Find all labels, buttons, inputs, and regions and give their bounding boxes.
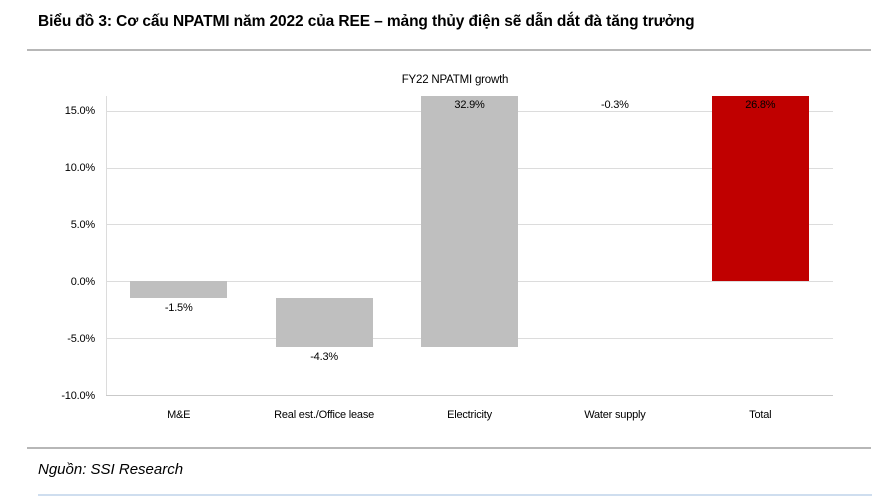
bar-total [711, 96, 809, 282]
data-label-real-est-office-lease: -4.3% [310, 351, 338, 364]
y-axis-label: -5.0% [67, 332, 95, 345]
data-label-m-e: -1.5% [164, 302, 193, 315]
title-divider [27, 49, 871, 51]
x-axis-label-total: Total [749, 409, 772, 421]
y-axis-label: 5.0% [70, 218, 95, 231]
figure-title: Biểu đồ 3: Cơ cấu NPATMI năm 2022 của RE… [38, 13, 695, 30]
bar-real-est-office-lease [275, 298, 373, 348]
y-axis-label: 0.0% [70, 275, 95, 288]
bar-m-e [130, 281, 228, 299]
source-divider [27, 447, 871, 449]
data-label-total: 26.8% [745, 99, 776, 111]
x-axis-label-water-supply: Water supply [584, 409, 646, 421]
bar-electricity [421, 96, 518, 348]
y-axis-label: 15.0% [64, 105, 95, 118]
y-axis-line [106, 96, 107, 395]
bottom-divider [38, 494, 872, 496]
y-axis-label: -10.0% [61, 389, 95, 402]
data-label-water-supply: -0.3% [601, 99, 629, 111]
source-text: Nguồn: SSI Research [38, 461, 184, 478]
y-axis-label: 10.0% [64, 162, 95, 175]
x-axis-label-electricity: Electricity [447, 409, 492, 421]
chart-title: FY22 NPATMI growth [401, 74, 509, 86]
data-label-electricity: 32.9% [454, 99, 485, 111]
x-axis-label-real-est-office-lease: Real est./Office lease [274, 409, 375, 421]
x-axis-label-m-e: M&E [167, 409, 191, 421]
x-axis-line [106, 395, 833, 396]
